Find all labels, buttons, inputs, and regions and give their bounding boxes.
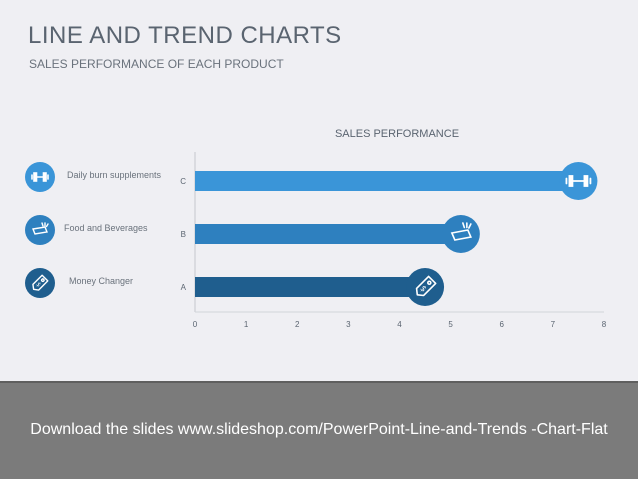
x-tick-label: 4 (397, 320, 402, 329)
category-label: A (181, 283, 187, 292)
x-tick-label: 2 (295, 320, 300, 329)
legend-label: Daily burn supplements (67, 170, 162, 180)
price-tag-icon: $ (415, 275, 437, 297)
x-tick-label: 5 (448, 320, 453, 329)
bar-end-marker-a (406, 268, 445, 306)
download-link[interactable]: Download the slides www.slideshop.com/Po… (30, 421, 608, 438)
slide: LINE AND TREND CHARTS SALES PERFORMANCE … (25, 22, 607, 329)
svg-text:$: $ (418, 284, 428, 294)
x-tick-label: 8 (602, 320, 607, 329)
page-subtitle: SALES PERFORMANCE OF EACH PRODUCT (29, 57, 284, 71)
legend-label: Food and Beverages (64, 223, 148, 233)
dumbbell-icon (25, 162, 55, 192)
legend-icon-circle (25, 215, 55, 245)
x-tick-label: 0 (193, 320, 198, 329)
bar-b (195, 224, 461, 244)
bar-a (195, 277, 426, 297)
price-tag-icon: $ (25, 268, 55, 298)
x-tick-label: 1 (244, 320, 249, 329)
bar-end-marker-b (441, 215, 480, 253)
bar-chart: SALES PERFORMANCE $ A B C 0 1 2 3 4 5 6 7 8 (180, 128, 607, 329)
food-box-icon (450, 222, 472, 241)
food-box-icon (25, 215, 55, 245)
x-tick-label: 3 (346, 320, 351, 329)
svg-text:$: $ (34, 281, 42, 289)
category-label: C (180, 177, 186, 186)
x-tick-label: 6 (500, 320, 505, 329)
category-label: B (181, 230, 186, 239)
footer-divider (0, 381, 638, 383)
page-title: LINE AND TREND CHARTS (28, 22, 342, 49)
footer-bar: Download the slides www.slideshop.com/Po… (0, 381, 638, 479)
x-tick-label: 7 (551, 320, 556, 329)
legend-label: Money Changer (69, 276, 134, 286)
legend-icon-circle: $ (25, 268, 55, 298)
chart-title: SALES PERFORMANCE (335, 128, 459, 140)
dumbbell-icon (565, 175, 592, 187)
legend-icon-circle (25, 162, 55, 192)
bar-c (195, 171, 579, 191)
